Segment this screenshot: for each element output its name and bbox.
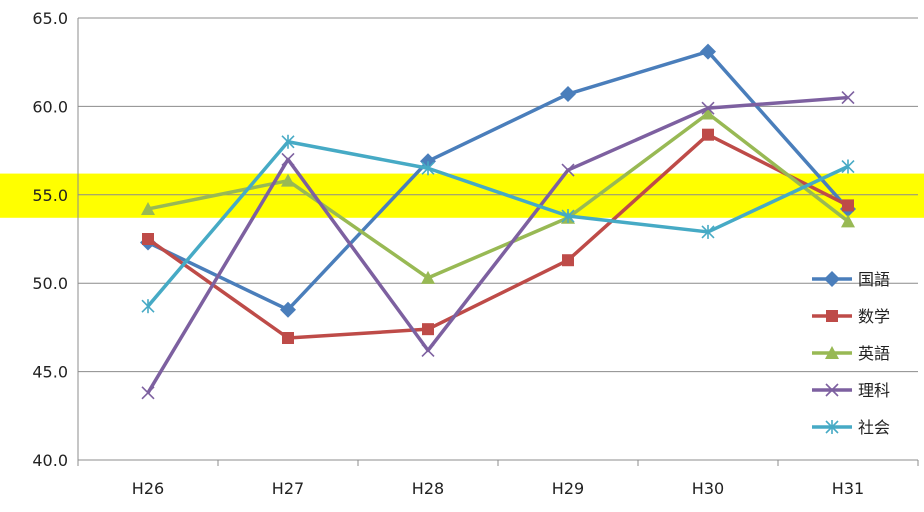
x-tick-label: H31 xyxy=(832,479,864,498)
legend-item: 理科 xyxy=(812,381,890,400)
data-point xyxy=(560,86,576,103)
legend-marker xyxy=(826,310,838,322)
x-tick-label: H26 xyxy=(132,479,164,498)
legend-item: 数学 xyxy=(812,307,890,326)
y-tick-label: 50.0 xyxy=(32,274,68,293)
data-point xyxy=(141,299,155,314)
data-point xyxy=(701,106,715,120)
data-point xyxy=(422,323,434,336)
data-point xyxy=(841,159,855,174)
legend-label: 社会 xyxy=(858,418,890,437)
y-tick-label: 60.0 xyxy=(32,97,68,116)
series-line xyxy=(146,95,849,394)
data-point xyxy=(841,90,855,105)
data-point xyxy=(700,43,716,60)
data-point xyxy=(841,214,855,228)
series-line xyxy=(147,111,850,280)
y-tick-label: 55.0 xyxy=(32,186,68,205)
legend-marker xyxy=(825,383,839,397)
data-point xyxy=(421,343,435,357)
series-5 xyxy=(141,134,855,314)
legend-label: 国語 xyxy=(858,270,890,289)
x-tick-label: H27 xyxy=(272,479,304,498)
axis-layer: 40.0 45.0 50.0 55.0 60.0 65.0 H26 H27 H28 H29 H30 H… xyxy=(32,9,919,498)
data-point xyxy=(142,233,154,245)
data-point xyxy=(842,199,854,212)
legend-marker xyxy=(825,420,839,434)
legend-label: 英語 xyxy=(858,344,890,363)
series-line xyxy=(146,140,849,308)
x-tick-label: H28 xyxy=(412,479,444,498)
data-point xyxy=(141,386,155,400)
data-point xyxy=(702,128,714,141)
data-point xyxy=(141,201,155,215)
data-point xyxy=(282,332,294,345)
grid-layer xyxy=(78,17,918,373)
x-tick-label: H30 xyxy=(692,479,724,498)
series-line xyxy=(147,49,850,312)
data-point xyxy=(701,101,715,115)
series-line xyxy=(146,132,849,340)
data-point xyxy=(562,254,574,267)
legend-marker xyxy=(825,346,839,359)
series-2 xyxy=(142,128,854,345)
y-tick-label: 65.0 xyxy=(32,9,68,28)
y-tick-label: 40.0 xyxy=(32,451,68,470)
data-point xyxy=(701,224,715,239)
legend-item: 英語 xyxy=(812,344,890,363)
series-4 xyxy=(141,90,855,400)
legend-label: 理科 xyxy=(858,381,890,400)
series-layer xyxy=(140,43,856,400)
data-point xyxy=(421,270,435,284)
y-tick-label: 45.0 xyxy=(32,363,68,382)
data-point xyxy=(281,134,295,149)
data-point xyxy=(280,301,296,318)
legend-label: 数学 xyxy=(858,307,890,326)
data-point xyxy=(281,152,295,167)
legend-item: 国語 xyxy=(812,270,890,289)
data-point xyxy=(421,161,435,176)
legend-marker xyxy=(824,271,840,287)
legend-item: 社会 xyxy=(812,418,890,437)
x-tick-label: H29 xyxy=(552,479,584,498)
data-point xyxy=(561,163,575,177)
data-point xyxy=(561,209,575,224)
data-point xyxy=(281,173,295,187)
